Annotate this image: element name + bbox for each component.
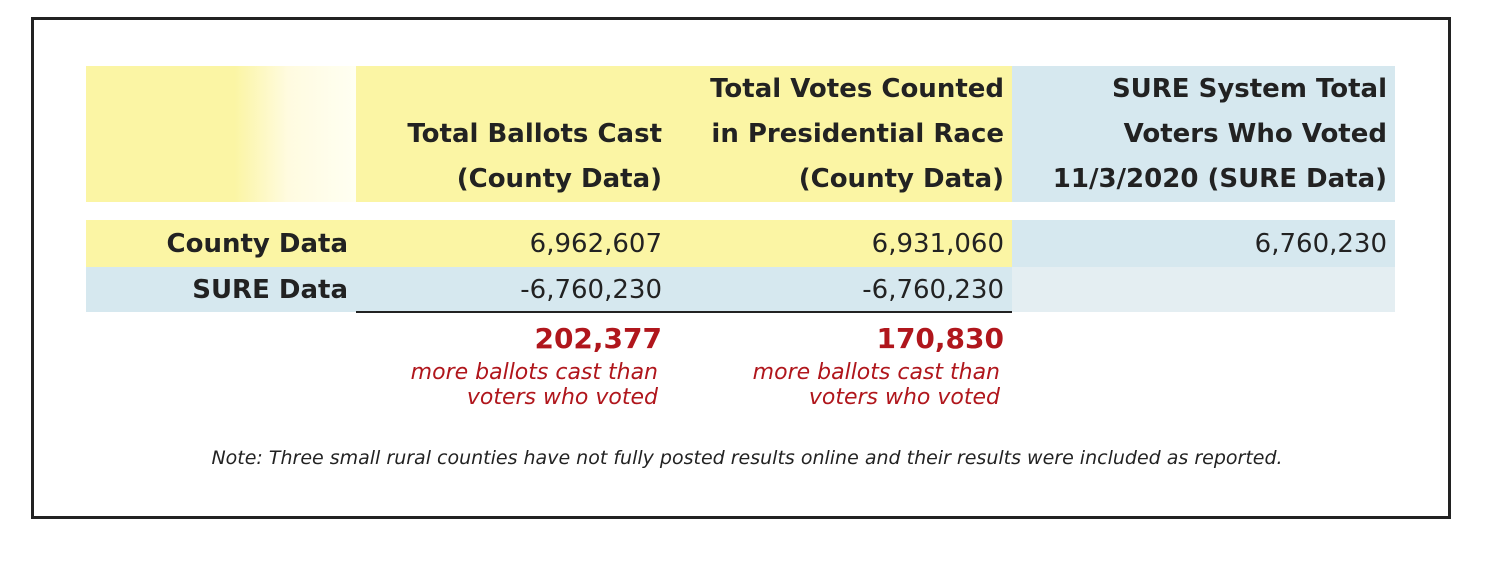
sure-subtract-ballots-value: -6,760,230 — [356, 267, 670, 312]
caption-line: more ballots cast than — [752, 360, 1000, 385]
cell-value: -6,760,230 — [862, 274, 1004, 305]
header-total-votes-counted: Total Votes Counted in Presidential Race… — [670, 66, 1012, 202]
difference-ballots-value: 202,377 — [356, 322, 662, 355]
difference-votes-value: 170,830 — [670, 322, 1004, 355]
cell-value: -6,760,230 — [520, 274, 662, 305]
header-line: Total Votes Counted — [710, 74, 1004, 104]
subtraction-rule — [356, 311, 1012, 313]
header-total-ballots-cast: Total Ballots Cast (County Data) — [356, 66, 670, 202]
row-label-sure-data: SURE Data — [86, 267, 356, 312]
cell-value: 6,760,230 — [1254, 228, 1387, 259]
cell-value: 6,931,060 — [871, 228, 1004, 259]
difference-text: 202,377 — [534, 322, 662, 355]
difference-text: 170,830 — [876, 322, 1004, 355]
header-line: Total Ballots Cast — [407, 119, 662, 149]
difference-votes-caption: more ballots cast than voters who voted — [670, 360, 1000, 410]
header-line: (County Data) — [456, 164, 662, 194]
difference-ballots-caption: more ballots cast than voters who voted — [356, 360, 658, 410]
header-line: (County Data) — [798, 164, 1004, 194]
sure-subtract-votes-value: -6,760,230 — [670, 267, 1012, 312]
header-line: in Presidential Race — [711, 119, 1004, 149]
row-label-text: County Data — [166, 228, 349, 259]
header-line: Voters Who Voted — [1123, 119, 1387, 149]
header-line: SURE System Total — [1111, 74, 1387, 104]
county-total-votes-value: 6,931,060 — [670, 220, 1012, 267]
header-sure-system-total: SURE System Total Voters Who Voted 11/3/… — [1012, 66, 1395, 202]
county-total-ballots-value: 6,962,607 — [356, 220, 670, 267]
header-line: 11/3/2020 (SURE Data) — [1052, 164, 1387, 194]
sure-total-voters-value: 6,760,230 — [1012, 220, 1395, 267]
caption-line: more ballots cast than — [410, 360, 658, 385]
sure-empty-cell — [1012, 267, 1395, 312]
row-label-county-data: County Data — [86, 220, 356, 267]
header-corner-cell — [86, 66, 356, 202]
row-label-text: SURE Data — [192, 274, 348, 305]
caption-line: voters who voted — [808, 385, 1000, 410]
cell-value: 6,962,607 — [529, 228, 662, 259]
caption-line: voters who voted — [466, 385, 658, 410]
footnote: Note: Three small rural counties have no… — [211, 447, 1283, 469]
